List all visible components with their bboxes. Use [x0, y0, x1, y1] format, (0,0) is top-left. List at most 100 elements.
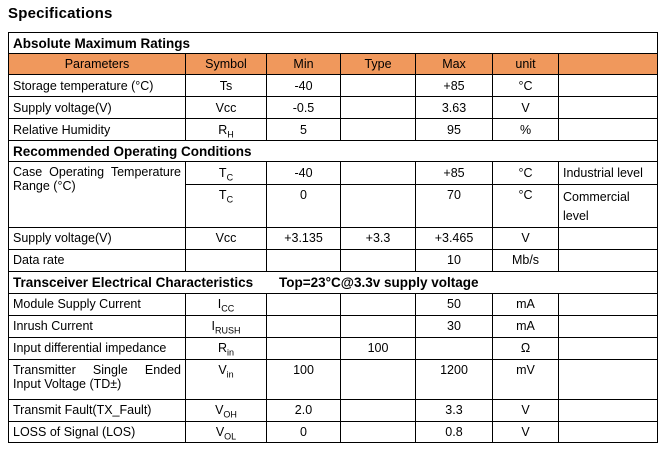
section-subtitle-text: Top=23°C@3.3v supply voltage	[279, 274, 479, 290]
symbol-sub: C	[226, 194, 234, 205]
unit-cell: °C	[492, 184, 559, 228]
symbol-main: V	[215, 403, 224, 418]
symbol-sub: CC	[221, 303, 235, 314]
type-cell	[340, 96, 416, 119]
type-cell	[340, 118, 416, 141]
note-cell	[557, 248, 659, 272]
table-row: Supply voltage(V) Vcc +3.135 +3.3 +3.465…	[8, 226, 659, 250]
unit-cell: Mb/s	[492, 248, 559, 272]
column-header-row: Parameters Symbol Min Type Max unit	[8, 53, 659, 75]
symbol-main: T	[218, 166, 227, 180]
page-title: Specifications	[8, 5, 113, 22]
min-cell: 5	[266, 118, 341, 141]
max-cell: 50	[415, 292, 493, 316]
symbol-cell: RH	[185, 118, 267, 141]
min-cell: +3.135	[266, 226, 341, 250]
table-row: Module Supply Current ICC 50 mA	[8, 292, 659, 316]
param-cell: Supply voltage(V)	[8, 96, 186, 119]
max-cell: 70	[415, 184, 493, 228]
param-line2: Range (°C)	[13, 179, 76, 193]
note-cell	[557, 292, 659, 316]
note-cell: Industrial level	[557, 161, 659, 185]
unit-cell: V	[492, 96, 559, 119]
type-cell	[340, 74, 416, 97]
table-row: Storage temperature (°C) Ts -40 +85 °C	[8, 74, 659, 97]
col-header-min: Min	[266, 53, 341, 75]
max-cell	[415, 336, 493, 360]
symbol-cell: ICC	[185, 292, 267, 316]
min-cell	[266, 292, 341, 316]
col-header-parameters: Parameters	[8, 53, 186, 75]
col-header-type: Type	[340, 53, 416, 75]
min-cell: -0.5	[266, 96, 341, 119]
type-cell	[340, 184, 416, 228]
note-cell	[557, 96, 659, 119]
unit-cell: Ω	[492, 336, 559, 360]
table-row: Input differential impedance Rin 100 Ω	[8, 336, 659, 360]
max-cell: 0.8	[415, 420, 493, 443]
param-cell: Module Supply Current	[8, 292, 186, 316]
col-header-note	[557, 53, 659, 75]
symbol-cell: Vin	[185, 358, 267, 400]
table-row: Transmit Fault(TX_Fault) VOH 2.0 3.3 V	[8, 398, 659, 422]
symbol-sub: C	[226, 172, 234, 183]
type-cell	[340, 292, 416, 316]
symbol-sub: RUSH	[214, 325, 241, 336]
table-row: Case Operating Temperature Range (°C) TC…	[8, 161, 659, 228]
note-cell	[557, 314, 659, 338]
section-row-absolute-maximum-ratings: Absolute Maximum Ratings	[7, 32, 659, 54]
symbol-sub: in	[226, 369, 234, 380]
symbol-main: T	[218, 188, 227, 202]
param-cell: Relative Humidity	[8, 118, 186, 141]
table-row: LOSS of Signal (LOS) VOL 0 0.8 V	[8, 420, 659, 443]
type-cell: 100	[340, 336, 416, 360]
col-header-symbol: Symbol	[185, 53, 267, 75]
unit-cell: mV	[492, 358, 559, 400]
section-title-recommended-operating-conditions: Recommended Operating Conditions	[7, 140, 659, 162]
symbol-cell: Rin	[185, 336, 267, 360]
note-cell	[557, 74, 659, 97]
param-cell-case-operating-temperature: Case Operating Temperature Range (°C)	[8, 161, 186, 228]
min-cell: 0	[266, 184, 341, 228]
symbol-cell: TC	[185, 161, 267, 185]
max-cell: 3.63	[415, 96, 493, 119]
table-row: Transmitter Single Ended Input Voltage (…	[8, 358, 659, 400]
min-cell: -40	[266, 161, 341, 185]
symbol-cell: Vcc	[185, 96, 267, 119]
note-cell	[557, 398, 659, 422]
min-cell: -40	[266, 74, 341, 97]
max-cell: +85	[415, 74, 493, 97]
note-cell	[557, 118, 659, 141]
symbol-main: Vcc	[215, 100, 237, 115]
min-cell	[266, 336, 341, 360]
specifications-table: Absolute Maximum Ratings Parameters Symb…	[7, 32, 659, 443]
note-cell	[557, 358, 659, 400]
type-cell	[340, 161, 416, 185]
max-cell: 1200	[415, 358, 493, 400]
min-cell	[266, 314, 341, 338]
symbol-sub: OL	[224, 431, 237, 442]
symbol-main: R	[217, 341, 227, 356]
note-cell	[557, 420, 659, 443]
symbol-main: I	[211, 319, 215, 334]
max-cell: +3.465	[415, 226, 493, 250]
max-cell: +85	[415, 161, 493, 185]
type-cell: +3.3	[340, 226, 416, 250]
type-cell	[340, 314, 416, 338]
unit-cell: °C	[492, 161, 559, 185]
max-cell: 3.3	[415, 398, 493, 422]
type-cell	[340, 420, 416, 443]
symbol-cell: VOL	[185, 420, 267, 443]
unit-cell: mA	[492, 292, 559, 316]
unit-cell: V	[492, 420, 559, 443]
symbol-sub: OH	[223, 409, 237, 420]
symbol-main: V	[215, 424, 225, 439]
param-cell: Inrush Current	[8, 314, 186, 338]
note-cell: Commercial level	[557, 184, 659, 228]
section-title-transceiver: Transceiver Electrical Characteristics To…	[7, 270, 659, 294]
param-line1: Case Operating Temperature	[13, 165, 181, 179]
symbol-sub: in	[227, 347, 235, 358]
param-cell: Storage temperature (°C)	[8, 74, 186, 97]
symbol-cell: VOH	[185, 398, 267, 422]
